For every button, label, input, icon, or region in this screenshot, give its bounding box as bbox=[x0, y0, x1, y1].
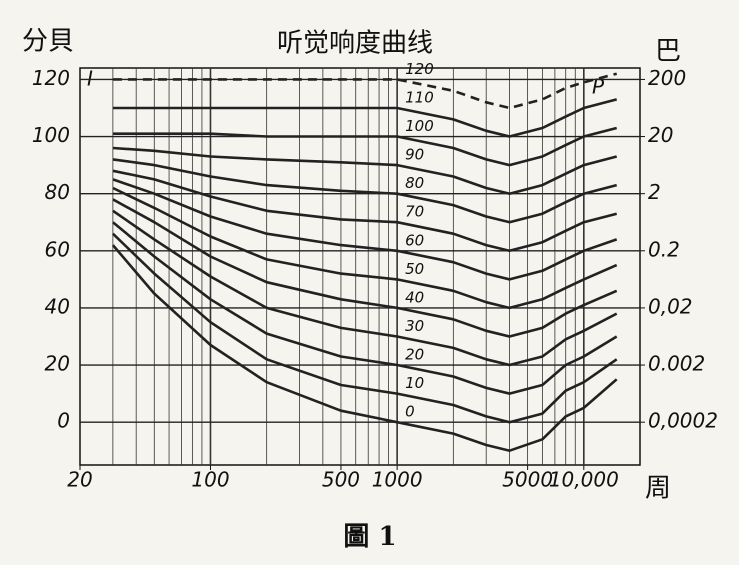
y-tick-label: 80 bbox=[45, 180, 70, 204]
y-axis-label: 分貝 bbox=[22, 27, 74, 57]
loudness-curve bbox=[111, 232, 618, 424]
loudness-curve bbox=[111, 244, 618, 452]
curve-label: 90 bbox=[405, 146, 424, 164]
loudness-curve bbox=[112, 178, 618, 281]
loudness-curve bbox=[112, 146, 618, 195]
x-tick-label: 100 bbox=[191, 468, 229, 492]
y-tick-label: 100 bbox=[32, 123, 70, 147]
loudness-curve bbox=[112, 158, 618, 224]
loudness-curve bbox=[112, 198, 618, 338]
loudness-curve bbox=[112, 72, 618, 110]
y-tick-label: 20 bbox=[45, 352, 70, 376]
y-tick-label: 40 bbox=[45, 294, 70, 318]
curve-label: 70 bbox=[405, 203, 424, 221]
x-axis-label: 周 bbox=[645, 474, 671, 504]
y2-tick-label: 0.002 bbox=[648, 352, 705, 376]
y2-tick-label: 200 bbox=[648, 66, 686, 90]
y-tick-label: 120 bbox=[32, 66, 70, 90]
y2-tick-label: 20 bbox=[648, 123, 673, 147]
y2-tick-label: 0,02 bbox=[648, 294, 693, 318]
loudness-curve bbox=[112, 98, 618, 138]
loudness-curve bbox=[112, 186, 618, 310]
y2-tick-label: 2 bbox=[648, 180, 661, 204]
y-tick-label: 60 bbox=[45, 237, 70, 261]
annotation: I bbox=[87, 67, 93, 91]
curve-label: 20 bbox=[405, 346, 424, 364]
curve-label: 40 bbox=[405, 288, 424, 306]
curve-label: 30 bbox=[405, 317, 424, 335]
loudness-curve bbox=[112, 209, 618, 367]
y2-tick-label: 0.2 bbox=[648, 237, 680, 261]
curve-label: 10 bbox=[405, 374, 424, 392]
curve-label: 100 bbox=[405, 117, 434, 135]
y-tick-label: 0 bbox=[57, 409, 70, 433]
x-tick-label: 1000 bbox=[372, 468, 423, 492]
chart-title: 听觉响度曲线 bbox=[277, 29, 433, 59]
loudness-curve bbox=[112, 221, 618, 395]
curve-label: 110 bbox=[405, 88, 434, 106]
caption: 圖 1 bbox=[343, 522, 396, 552]
loudness-curve bbox=[112, 169, 618, 253]
x-tick-label: 5000 bbox=[502, 468, 553, 492]
annotation: P bbox=[592, 75, 605, 99]
curve-label: 50 bbox=[405, 260, 424, 278]
y2-axis-label: 巴 bbox=[655, 37, 681, 67]
x-tick-label: 500 bbox=[322, 468, 360, 492]
x-tick-label: 20 bbox=[67, 468, 92, 492]
curve-label: 80 bbox=[405, 174, 424, 192]
curve-label: 0 bbox=[405, 403, 415, 421]
x-tick-label: 10,000 bbox=[549, 468, 619, 492]
curve-label: 120 bbox=[405, 60, 434, 78]
plot-frame bbox=[79, 67, 641, 466]
y2-tick-label: 0,0002 bbox=[648, 409, 718, 433]
curve-label: 60 bbox=[405, 231, 424, 249]
loudness-curve bbox=[112, 126, 618, 167]
